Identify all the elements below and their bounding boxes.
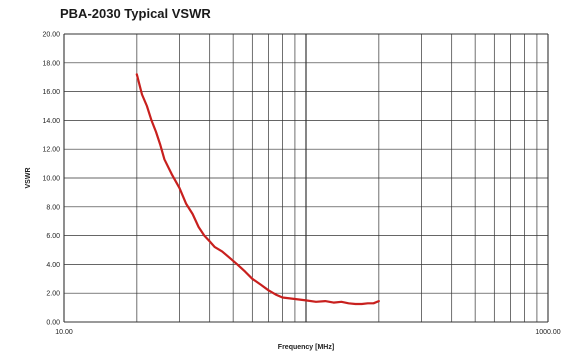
chart-title: PBA-2030 Typical VSWR bbox=[60, 6, 211, 21]
y-tick-label: 0.00 bbox=[46, 320, 60, 327]
x-axis-label: Frequency [MHz] bbox=[278, 344, 334, 351]
y-tick-label: 10.00 bbox=[42, 176, 60, 183]
y-axis-label: VSWR bbox=[25, 168, 32, 189]
grid bbox=[63, 33, 549, 323]
y-tick-label: 14.00 bbox=[42, 118, 60, 125]
y-tick-label: 12.00 bbox=[42, 147, 60, 154]
y-tick-label: 18.00 bbox=[42, 60, 60, 67]
y-tick-label: 8.00 bbox=[46, 204, 60, 211]
x-tick-labels: 10.00 1000.00 bbox=[55, 329, 561, 336]
y-tick-label: 6.00 bbox=[46, 233, 60, 240]
vswr-line bbox=[135, 73, 380, 306]
y-tick-labels: 0.00 2.00 4.00 6.00 8.00 10.00 12.00 14.00 16.00… bbox=[42, 32, 60, 327]
y-tick-label: 4.00 bbox=[46, 262, 60, 269]
y-tick-label: 16.00 bbox=[42, 89, 60, 96]
x-tick-label: 1000.00 bbox=[535, 329, 560, 336]
y-tick-label: 20.00 bbox=[42, 32, 60, 39]
y-tick-label: 2.00 bbox=[46, 291, 60, 298]
x-tick-label: 10.00 bbox=[55, 329, 73, 336]
